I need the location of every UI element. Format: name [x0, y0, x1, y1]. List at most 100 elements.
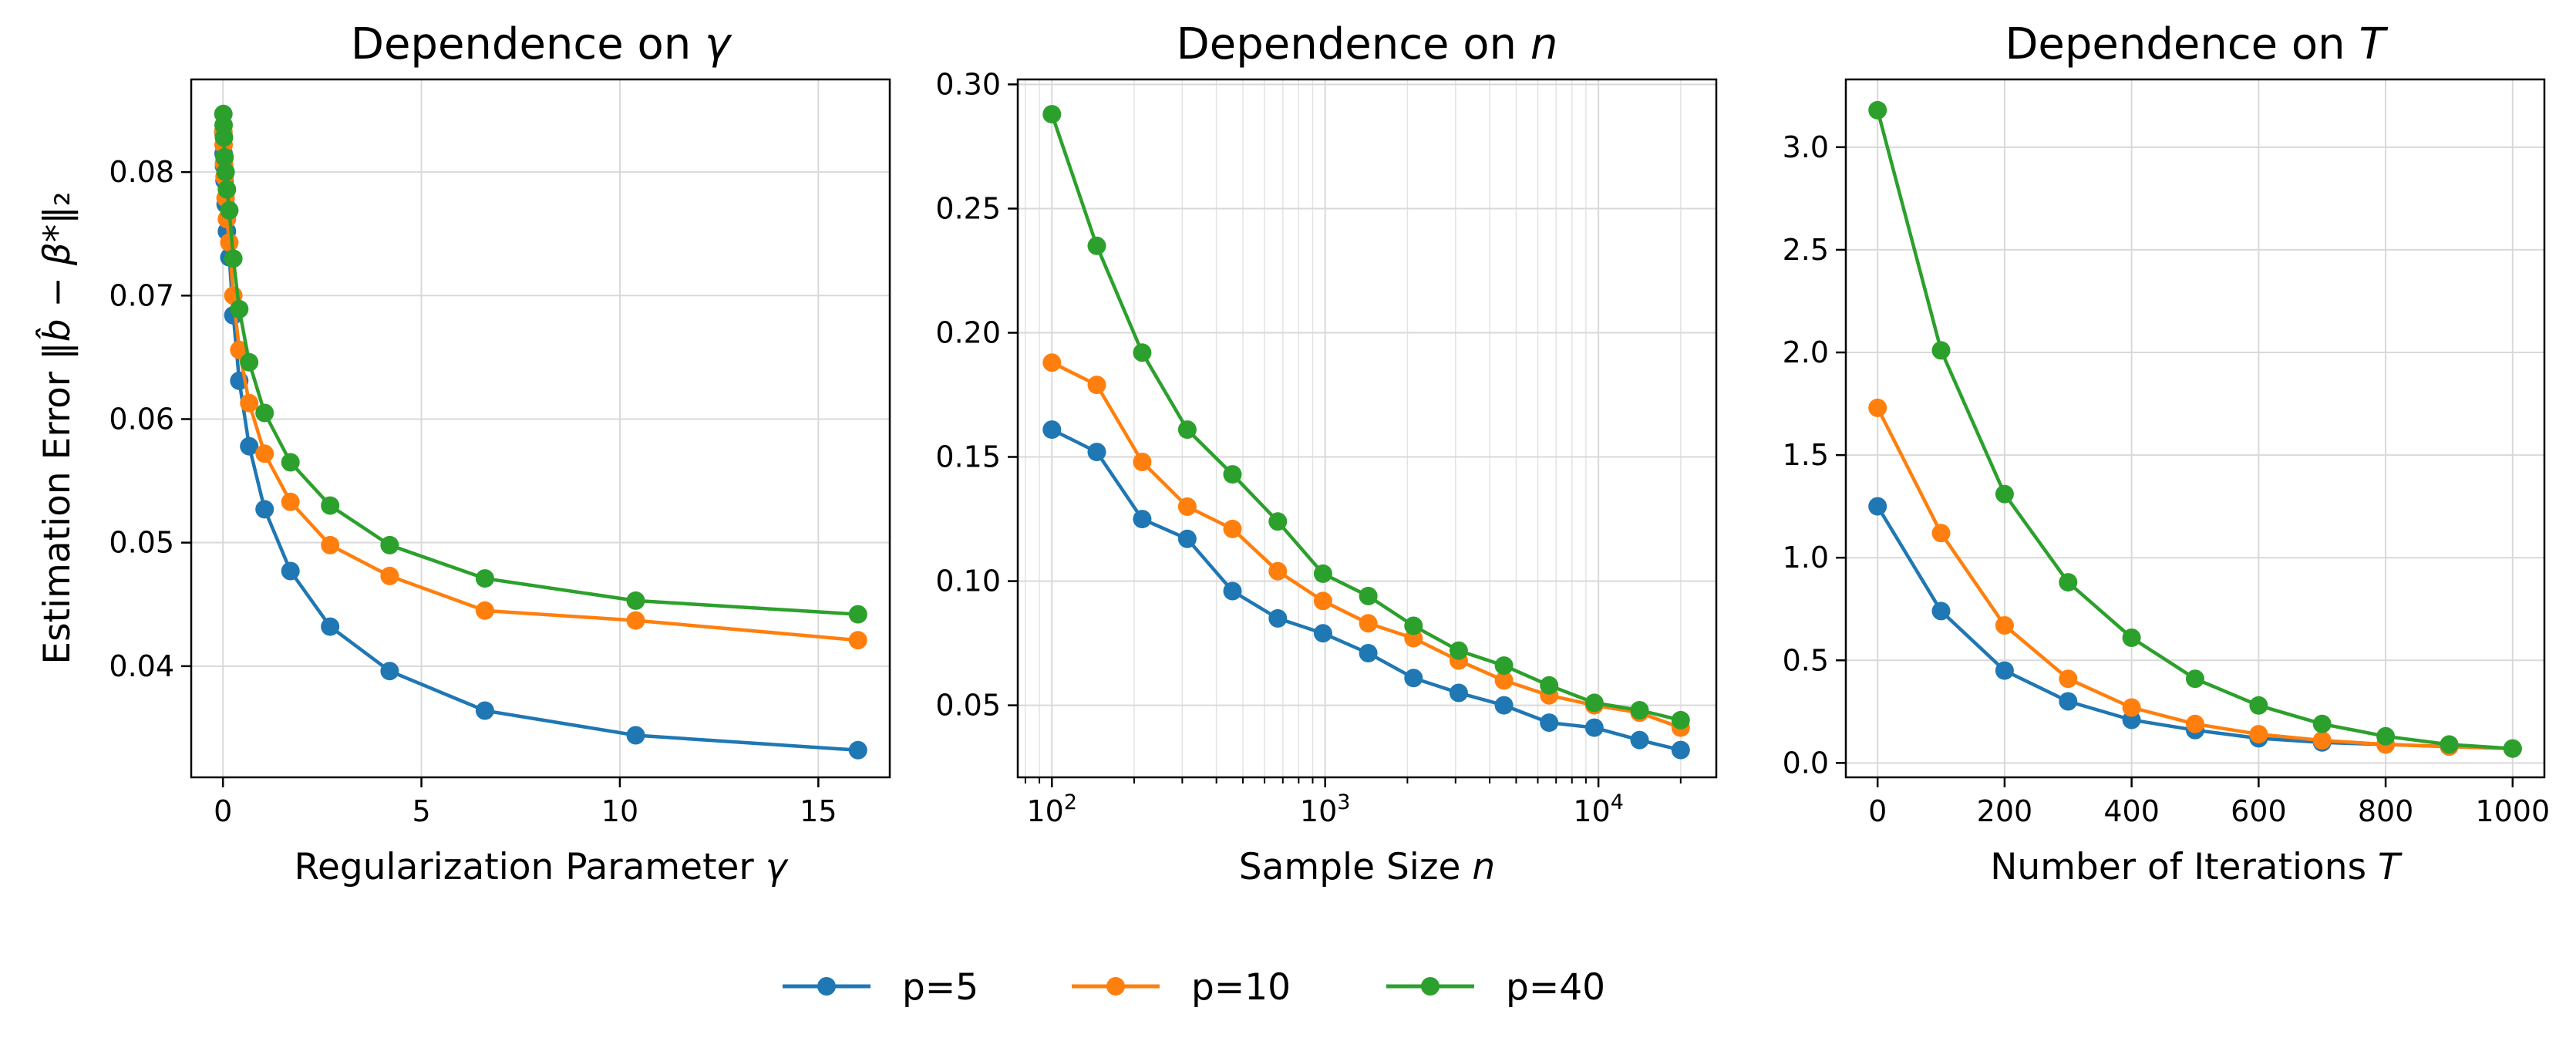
point-p10 [1177, 497, 1197, 516]
point-p40 [281, 453, 300, 472]
xtick-label: 104 [1573, 790, 1624, 828]
point-p40 [255, 403, 274, 423]
point-p10 [1223, 519, 1242, 538]
point-p5 [1313, 624, 1332, 643]
point-p40 [2503, 739, 2522, 758]
legend-entry-p10: p=10 [1072, 966, 1291, 1009]
point-p40 [2376, 726, 2396, 746]
ytick-label: 0.0 [1783, 746, 1829, 780]
panel-gamma-title: Dependence on γ [351, 19, 732, 69]
xtick-label: 800 [2358, 794, 2414, 828]
legend-marker-p10 [1106, 977, 1125, 996]
point-p40 [848, 605, 867, 624]
point-p5 [1042, 420, 1062, 440]
xtick-label: 10 [601, 794, 638, 828]
point-p5 [1404, 669, 1423, 688]
point-p10 [1995, 616, 2014, 635]
point-p5 [1931, 602, 1951, 621]
point-p40 [2186, 669, 2204, 689]
ytick-label: 3.0 [1783, 130, 1829, 164]
point-p5 [1087, 443, 1106, 462]
point-p5 [380, 662, 399, 681]
point-p5 [1995, 661, 2014, 680]
legend-label-p10: p=10 [1191, 966, 1291, 1009]
point-p10 [255, 444, 274, 463]
point-p10 [2249, 725, 2268, 744]
point-p40 [1359, 586, 1378, 605]
point-p40 [216, 163, 235, 182]
ytick-label: 0.5 [1783, 643, 1829, 677]
point-p5 [240, 436, 259, 456]
legend-marker-p5 [817, 977, 836, 996]
point-p10 [1931, 524, 1951, 543]
point-p5 [281, 561, 300, 581]
ytick-label: 0.05 [109, 526, 174, 560]
point-p10 [1313, 591, 1332, 611]
panel-T-xlabel: Number of Iterations T [1990, 846, 2403, 888]
point-p5 [255, 500, 274, 519]
point-p40 [1268, 512, 1288, 531]
point-p5 [475, 701, 494, 720]
point-p40 [240, 352, 259, 372]
point-p10 [380, 566, 399, 585]
point-p40 [475, 569, 494, 588]
point-p10 [1087, 376, 1106, 395]
point-p10 [2186, 714, 2204, 733]
xtick-label: 102 [1027, 790, 1078, 828]
xtick-label: 103 [1300, 790, 1351, 828]
point-p10 [1868, 398, 1887, 417]
xtick-label: 0 [1868, 794, 1887, 828]
point-p10 [1133, 453, 1152, 471]
point-p40 [1671, 710, 1690, 730]
point-p5 [1133, 510, 1152, 529]
ytick-label: 2.5 [1783, 233, 1829, 267]
ytick-label: 0.06 [109, 402, 174, 436]
xtick-label: 200 [1977, 794, 2033, 828]
point-p10 [848, 631, 867, 650]
point-p10 [1494, 671, 1514, 690]
ytick-label: 0.05 [935, 689, 1001, 723]
xtick-label: 1000 [2475, 794, 2550, 828]
point-p40 [1584, 693, 1604, 713]
point-p40 [1223, 465, 1242, 484]
point-p40 [626, 591, 645, 610]
point-p5 [1449, 683, 1468, 703]
point-p40 [1087, 236, 1106, 255]
point-p10 [240, 393, 259, 413]
point-p10 [1359, 614, 1378, 633]
point-p40 [2249, 696, 2268, 715]
point-p40 [220, 201, 239, 220]
point-p5 [848, 740, 867, 760]
point-p10 [220, 233, 239, 252]
point-p40 [321, 496, 340, 515]
point-p40 [1995, 484, 2014, 504]
point-p40 [1931, 341, 1951, 360]
point-p40 [230, 299, 249, 318]
panel-gamma-xlabel: Regularization Parameter γ [294, 846, 788, 888]
legend: p=5 p=10 p=40 [783, 966, 1605, 1009]
xtick-label: 400 [2103, 794, 2160, 828]
point-p5 [1584, 718, 1604, 737]
point-p10 [2122, 698, 2141, 717]
point-p40 [1404, 616, 1423, 635]
point-p10 [321, 535, 340, 554]
point-p5 [1630, 730, 1649, 750]
point-p40 [214, 128, 234, 147]
legend-marker-p40 [1421, 977, 1440, 996]
point-p5 [626, 726, 645, 745]
point-p10 [2312, 731, 2332, 750]
legend-entry-p40: p=40 [1386, 966, 1605, 1009]
point-p40 [380, 535, 399, 554]
xtick-label: 15 [800, 794, 837, 828]
point-p40 [1313, 564, 1332, 583]
legend-entry-p5: p=5 [783, 966, 978, 1009]
point-p5 [1671, 740, 1690, 760]
point-p40 [2122, 628, 2141, 647]
ytick-label: 2.0 [1783, 335, 1829, 369]
panel-gamma: 0 5 10 15 0.04 0.05 0.06 0.07 0.08 Dependence on… [35, 19, 891, 888]
panel-n-xlabel: Sample Size n [1239, 846, 1495, 888]
point-p5 [2059, 692, 2078, 711]
point-p5 [1359, 644, 1378, 662]
point-p40 [1630, 701, 1649, 719]
